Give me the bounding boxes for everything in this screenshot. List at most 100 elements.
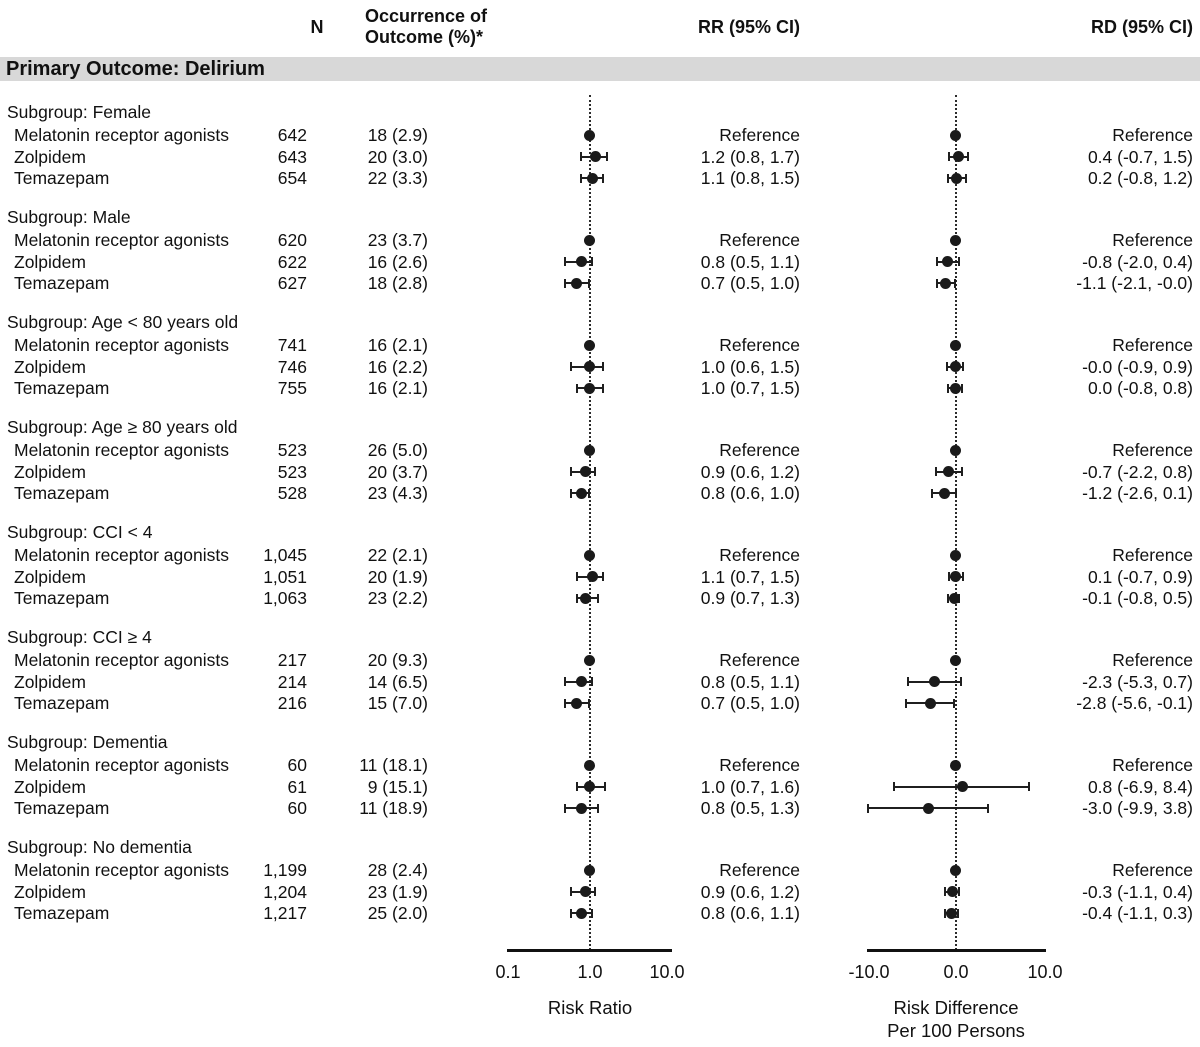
rr-ci-cap-right bbox=[591, 257, 594, 267]
rr-dot bbox=[583, 759, 595, 771]
rd-tick-0: 0.0 bbox=[943, 962, 969, 982]
rr-ci-cap-right bbox=[601, 173, 604, 183]
rr-ci-cap-left bbox=[575, 383, 578, 393]
rd-ci-cap-left bbox=[946, 593, 949, 603]
row-occurrence: 16 (2.1) bbox=[367, 335, 428, 355]
rd-ci-cap-left bbox=[944, 908, 947, 918]
row-rr-text: Reference bbox=[719, 230, 800, 250]
row-n: 627 bbox=[277, 273, 307, 294]
row-label: Melatonin receptor agonists bbox=[14, 230, 229, 250]
row-label: Zolpidem bbox=[14, 356, 86, 377]
rd-dot bbox=[949, 361, 961, 373]
rr-dot bbox=[571, 277, 583, 289]
row-rr-text: 0.8 (0.5, 1.3) bbox=[700, 798, 800, 819]
rd-axis-line bbox=[867, 949, 1046, 952]
row-n: 1,063 bbox=[263, 588, 307, 609]
row-rd-text: 0.2 (-0.8, 1.2) bbox=[1087, 168, 1193, 189]
row-rd-text: -2.8 (-5.6, -0.1) bbox=[1076, 693, 1193, 714]
rd-ci-cap-left bbox=[944, 887, 947, 897]
row-label: Zolpidem bbox=[14, 881, 86, 902]
rr-dot bbox=[575, 676, 587, 688]
rr-dot bbox=[589, 151, 601, 163]
rr-ci-cap-left bbox=[580, 152, 583, 162]
row-n: 1,217 bbox=[263, 903, 307, 924]
rr-ci-cap-right bbox=[588, 698, 590, 708]
rd-ci-cap-right bbox=[954, 278, 956, 288]
rd-dot bbox=[950, 571, 962, 583]
primary-outcome-band-label: Primary Outcome: Delirium bbox=[6, 58, 265, 80]
rd-dot bbox=[949, 339, 961, 351]
rr-dot bbox=[583, 339, 595, 351]
row-label: Zolpidem bbox=[14, 146, 86, 167]
row-occurrence: 9 (15.1) bbox=[367, 776, 428, 797]
row-n: 216 bbox=[277, 693, 307, 714]
row-n: 60 bbox=[287, 755, 307, 775]
subgroup-label: Subgroup: No dementia bbox=[7, 837, 192, 857]
rd-ci-cap-left bbox=[946, 362, 949, 372]
subgroup-label: Subgroup: Dementia bbox=[7, 732, 168, 752]
subgroup-label: Subgroup: Male bbox=[7, 207, 131, 227]
rr-ci-cap-right bbox=[591, 908, 594, 918]
rd-ci-cap-right bbox=[967, 152, 970, 162]
rr-dot bbox=[583, 654, 595, 666]
row-rr-text: 1.1 (0.8, 1.5) bbox=[700, 168, 800, 189]
row-occurrence: 18 (2.9) bbox=[367, 125, 428, 145]
rd-dot bbox=[949, 759, 961, 771]
rd-reference-line bbox=[955, 95, 957, 950]
row-rr-text: Reference bbox=[719, 650, 800, 670]
rd-dot bbox=[949, 382, 961, 394]
row-n: 755 bbox=[277, 378, 307, 399]
rd-ci-cap-right bbox=[957, 887, 960, 897]
rd-ci-cap-right bbox=[957, 257, 960, 267]
row-rr-text: 0.9 (0.7, 1.3) bbox=[700, 588, 800, 609]
rd-ci-cap-left bbox=[931, 488, 934, 498]
rr-dot bbox=[583, 234, 595, 246]
row-rd-text: Reference bbox=[1112, 545, 1193, 565]
rr-axis-title: Risk Ratio bbox=[547, 997, 633, 1018]
row-n: 523 bbox=[277, 461, 307, 482]
rr-ci-cap-right bbox=[604, 782, 607, 792]
row-n: 60 bbox=[287, 798, 307, 819]
row-rd-text: 0.0 (-0.8, 0.8) bbox=[1087, 378, 1193, 399]
row-occurrence: 14 (6.5) bbox=[367, 671, 428, 692]
row-occurrence: 23 (2.2) bbox=[367, 588, 428, 609]
rr-dot bbox=[586, 172, 598, 184]
rd-dot bbox=[953, 151, 965, 163]
row-occurrence: 16 (2.2) bbox=[367, 356, 428, 377]
row-rd-text: 0.4 (-0.7, 1.5) bbox=[1087, 146, 1193, 167]
rr-ci-cap-left bbox=[570, 467, 573, 477]
rd-ci-cap-right bbox=[953, 698, 956, 708]
rd-ci-cap-left bbox=[934, 467, 937, 477]
row-n: 214 bbox=[277, 671, 307, 692]
rr-dot bbox=[583, 129, 595, 141]
row-rr-text: Reference bbox=[719, 125, 800, 145]
rr-dot bbox=[579, 466, 591, 478]
row-rd-text: Reference bbox=[1112, 125, 1193, 145]
rr-ci-cap-left bbox=[564, 698, 567, 708]
row-label: Melatonin receptor agonists bbox=[14, 440, 229, 460]
rd-dot bbox=[951, 172, 963, 184]
row-label: Melatonin receptor agonists bbox=[14, 860, 229, 880]
rr-tick-10-0: 10.0 bbox=[649, 962, 685, 982]
rd-ci-cap-left bbox=[947, 152, 950, 162]
rd-ci-cap-left bbox=[907, 677, 910, 687]
row-rr-text: 1.0 (0.6, 1.5) bbox=[700, 356, 800, 377]
rd-ci-cap-left bbox=[935, 278, 938, 288]
row-rd-text: -0.8 (-2.0, 0.4) bbox=[1082, 251, 1193, 272]
row-label: Temazepam bbox=[14, 798, 110, 819]
row-n: 1,045 bbox=[263, 545, 307, 565]
rr-ci-cap-right bbox=[601, 362, 604, 372]
rr-ci-cap-left bbox=[575, 782, 578, 792]
row-label: Zolpidem bbox=[14, 566, 86, 587]
rr-ci-cap-right bbox=[601, 383, 604, 393]
row-rr-text: Reference bbox=[719, 545, 800, 565]
rd-ci-cap-left bbox=[904, 698, 907, 708]
row-n: 643 bbox=[277, 146, 307, 167]
row-label: Temazepam bbox=[14, 483, 110, 504]
row-rd-text: -3.0 (-9.9, 3.8) bbox=[1082, 798, 1193, 819]
row-occurrence: 26 (5.0) bbox=[367, 440, 428, 460]
rd-ci-cap-right bbox=[961, 467, 964, 477]
rd-ci-cap-right bbox=[961, 362, 964, 372]
row-label: Melatonin receptor agonists bbox=[14, 650, 229, 670]
